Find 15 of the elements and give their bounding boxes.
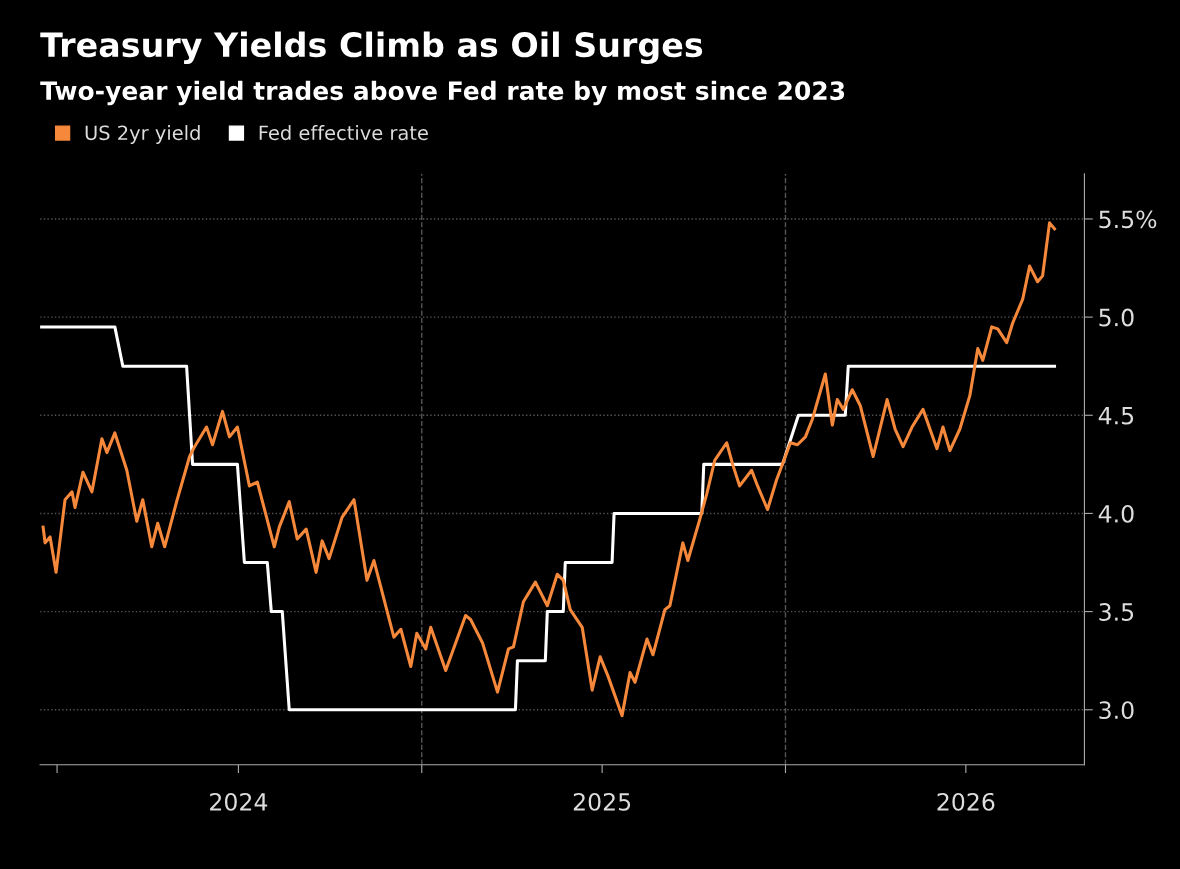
line-series xyxy=(40,325,1057,712)
x-tick-label: 2024 xyxy=(210,792,268,811)
legend-label: Fed effective rate xyxy=(259,125,428,141)
legend-label: US 2yr yield xyxy=(85,125,200,144)
y-tick-label: 5.5% xyxy=(1099,210,1157,229)
y-tick-label: 4.0 xyxy=(1098,504,1134,523)
x-tick-label: 2025 xyxy=(573,792,631,811)
y-tick-label: 5.0 xyxy=(1099,308,1134,327)
y-tick-label: 3.0 xyxy=(1099,701,1134,720)
line-series xyxy=(41,221,1057,718)
chart-subtitle: Two-year yield trades above Fed rate by most since 2023 xyxy=(40,80,845,106)
y-tick-label: 3.5 xyxy=(1099,603,1134,621)
chart-title: Treasury Yields Climb as Oil Surges xyxy=(40,31,703,65)
y-tick-label: 4.5 xyxy=(1098,407,1134,425)
x-tick-label: 2026 xyxy=(937,792,995,811)
